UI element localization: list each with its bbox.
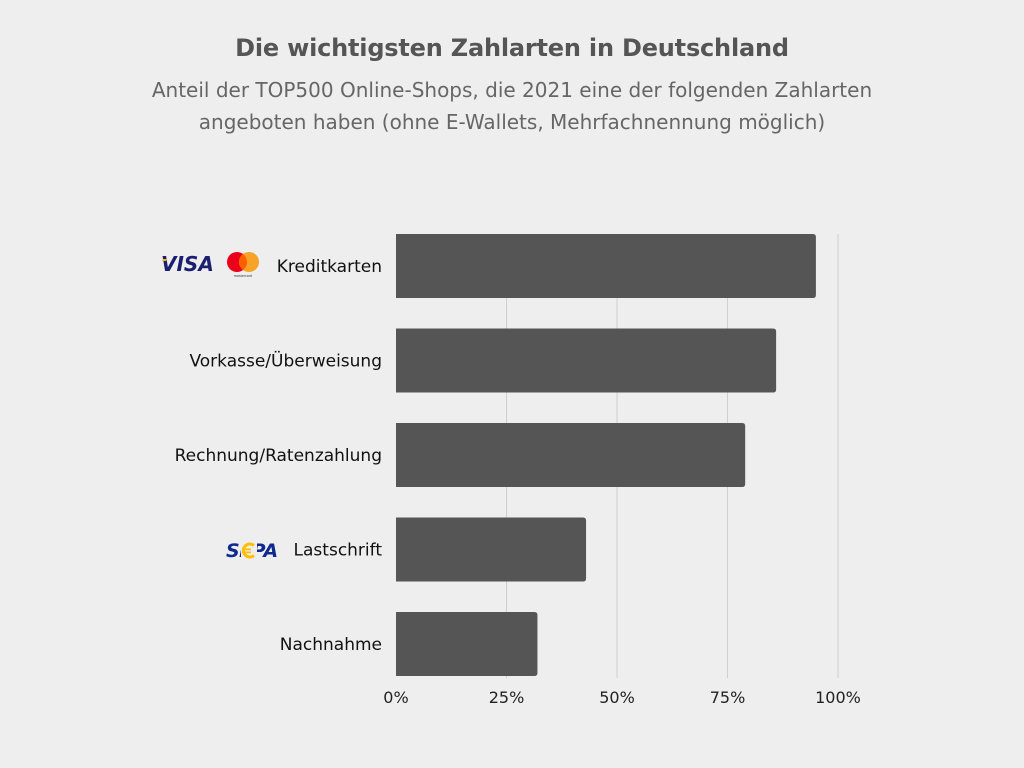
sepa-euro-arc <box>241 542 255 559</box>
category-label-1: Vorkasse/Überweisung <box>189 350 382 372</box>
category-label-3: Lastschrift <box>294 541 383 561</box>
x-tick-label-0: 0% <box>383 688 408 707</box>
sepa-icon: SEPA <box>226 540 278 562</box>
bar-0 <box>396 234 816 298</box>
x-tick-label-3: 75% <box>710 688 746 707</box>
bar-3 <box>396 517 587 582</box>
mastercard-wordmark: mastercard <box>234 274 252 278</box>
category-label-0: Kreditkarten <box>277 257 382 277</box>
x-tick-label-2: 50% <box>599 688 635 707</box>
x-tick-label-1: 25% <box>489 688 525 707</box>
sepa-euro-mark <box>241 542 257 559</box>
chart-subtitle: Anteil der TOP500 Online-Shops, die 2021… <box>151 78 873 134</box>
chart-title: Die wichtigsten Zahlarten in Deutschland <box>235 34 789 62</box>
category-label-4: Nachnahme <box>280 635 382 655</box>
sepa-euro-bar-bottom <box>242 551 251 554</box>
bar-1 <box>396 328 777 393</box>
visa-accent <box>162 259 167 261</box>
category-labels: Kreditkarten Vorkasse/Überweisung Rechnung… <box>175 257 383 655</box>
mastercard-overlap <box>239 254 247 270</box>
bars <box>396 234 816 676</box>
visa-logo-text: VISA <box>161 252 214 276</box>
visa-icon: VISA <box>161 252 214 276</box>
x-axis-ticks: 0% 25% 50% 75% 100% <box>383 688 861 707</box>
bar-4 <box>396 612 538 676</box>
category-label-2: Rechnung/Ratenzahlung <box>175 446 382 466</box>
sepa-euro-bar-top <box>242 548 251 551</box>
bar-2 <box>396 423 746 487</box>
x-tick-label-4: 100% <box>815 688 861 707</box>
mastercard-icon: mastercard <box>227 252 259 278</box>
